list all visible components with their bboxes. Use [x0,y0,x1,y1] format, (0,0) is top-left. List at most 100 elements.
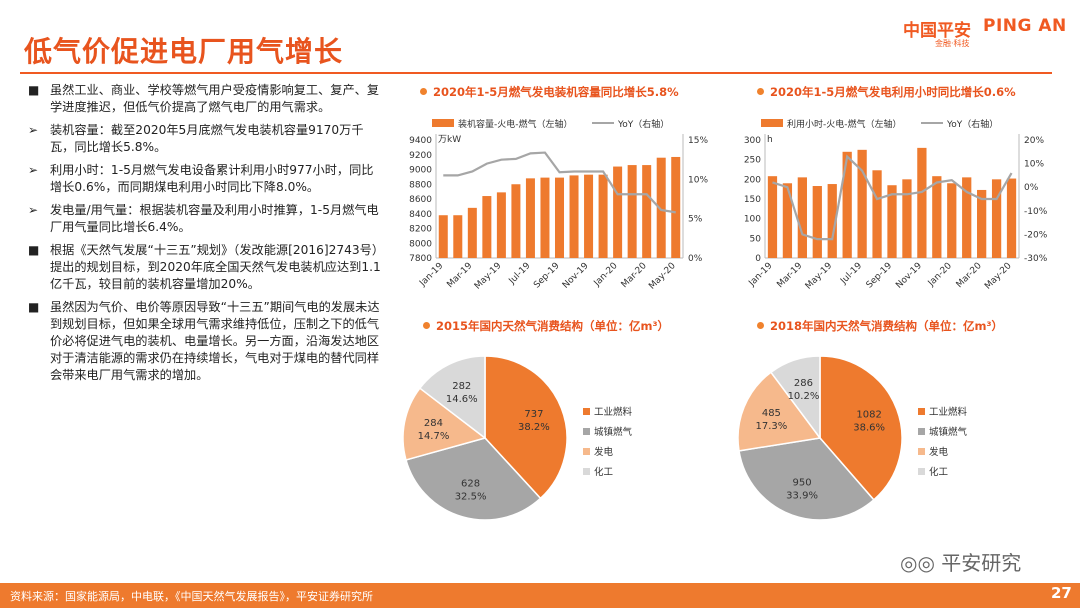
legend-label: 城镇燃气 [929,426,968,438]
bullet-text: 根据《天然气发展“十三五”规划》（发改能源[2016]2743号）提出的规划目标… [50,243,385,291]
pie-slice [402,387,487,461]
slice-value-label: 737 [524,409,543,420]
legend-swatch [583,408,590,415]
source-note: 资料来源：国家能源局，中电联，《中国天然气发展报告》，平安证券研究所 [10,590,373,603]
bullet-item: ■ 虽然工业、商业、学校等燃气用户受疫情影响复工、复产、复学进度推迟，但低气价提高… [24,82,384,116]
logo-en: PING AN [983,16,1067,36]
pie-slice [769,355,821,441]
legend-swatch [918,448,925,455]
x-tick-label: Nov-19 [894,261,924,291]
bar [767,176,778,258]
chart3-title: 2015年国内天然气消费结构（单位：亿m³） [423,318,669,334]
bullet-item: ■ 虽然因为气价、电价等原因导致“十三五”期间气电的发展未达到规划目标，但如果全球… [24,299,384,384]
y2-tick-label: 0% [688,254,703,264]
y2-tick-label: 0% [1024,183,1039,193]
bar [656,157,666,258]
unit-label: 万kW [438,135,461,145]
x-tick-label: May-20 [983,261,1014,292]
legend-swatch [918,468,925,475]
y-tick-label: 8200 [409,225,432,235]
bar [438,215,448,258]
chart4-title: 2018年国内天然气消费结构（单位：亿m³） [757,318,1003,334]
bar [827,184,837,258]
pie-slice [819,355,903,501]
bar [467,207,477,258]
legend-bar-label: 装机容量-火电-燃气（左轴） [458,118,573,130]
page-title: 低气价促进电厂用气增长 [24,35,344,68]
pie-2018-chart: 1082 38.6% 950 33.9% 485 17.3% 286 10.2% 工业燃料城镇燃… [737,355,968,521]
bar [812,186,822,258]
y-tick-label: 8600 [409,195,432,205]
pie-slice [484,355,568,500]
bullet-item: ■ 根据《天然气发展“十三五”规划》（发改能源[2016]2743号）提出的规划目… [24,242,384,293]
bullet-mark: ➢ [28,163,39,177]
x-tick-label: Jul-19 [507,261,533,287]
y2-tick-label: -10% [1024,207,1048,217]
bullet-text: 利用小时：1-5月燃气发电设备累计利用小时977小时，同比增长0.6%，而同期煤… [50,163,374,194]
x-tick-label: Sep-19 [865,261,895,291]
y-tick-label: 9000 [409,166,432,176]
slice-value-label: 1082 [856,410,881,421]
legend-bar-swatch [761,119,783,127]
legend-line-label: YoY（右轴） [946,118,998,130]
legend-bar-label: 利用小时-火电-燃气（左轴） [787,118,902,130]
x-tick-label: Mar-20 [620,261,649,290]
slice-pct-label: 17.3% [755,421,787,432]
chart2-title: 2020年1-5月燃气发电利用小时同比增长0.6% [757,84,1016,100]
pie-slice [418,355,486,440]
legend-line-label: YoY（右轴） [617,118,669,130]
watermark-text: 平安研究 [941,551,1022,575]
legend-swatch [583,468,590,475]
yoy-line [772,154,1013,241]
bullet-text: 发电量/用气量：根据装机容量及利用小时推算，1-5月燃气电厂用气量同比增长6.4… [50,203,379,234]
x-tick-label: May-19 [804,261,835,292]
x-tick-label: Jan-19 [417,261,445,289]
slice-value-label: 284 [424,418,443,429]
legend-label: 工业燃料 [594,406,633,418]
y-tick-label: 8000 [409,239,432,249]
bar [857,149,867,258]
x-tick-label: Jan-20 [926,261,954,289]
hours-chart: 利用小时-火电-燃气（左轴） YoY（右轴） h 0 50 100 150 200 250 300… [744,118,1048,292]
bullet-text: 装机容量：截至2020年5月底燃气发电装机容量9170万千瓦，同比增长5.8%。 [50,123,364,154]
footer-bar [0,583,1080,608]
slice-value-label: 286 [794,378,813,389]
capacity-chart: 装机容量-火电-燃气（左轴） YoY（右轴） 万kW 7800 8000 8200 8400… [409,118,708,292]
bar [917,147,927,258]
logo-cn: 中国平安 [903,21,971,41]
bar [947,183,957,258]
legend-swatch [583,428,590,435]
page-number: 27 [1051,584,1072,602]
y-tick-label: 50 [750,234,762,244]
x-tick-label: Nov-19 [561,261,591,291]
bullet-item: ➢ 利用小时：1-5月燃气发电设备累计利用小时977小时，同比增长0.6%，而同期… [24,162,384,196]
bullet-mark: ➢ [28,123,39,137]
bar [642,165,652,258]
y-tick-label: 9400 [409,136,432,146]
header-divider [20,72,1052,74]
bullet-mark: ■ [28,243,40,257]
y-tick-label: 8800 [409,180,432,190]
x-tick-label: Jan-20 [592,261,620,289]
y2-tick-label: 20% [1024,136,1044,146]
slice-value-label: 628 [461,478,480,489]
title-dot-icon [757,88,764,95]
legend-swatch [918,428,925,435]
bar [627,165,637,258]
slice-pct-label: 14.7% [418,431,450,442]
bullet-mark: ■ [28,300,40,314]
wechat-icon: ◎◎ [900,551,935,575]
bar [991,179,1002,258]
bar [671,156,681,258]
legend-bar-swatch [432,119,454,127]
slice-value-label: 282 [452,381,471,392]
bar [932,176,942,258]
chart1-title: 2020年1-5月燃气发电装机容量同比增长5.8% [420,84,679,100]
bar [584,174,594,258]
bullet-list: ■ 虽然工业、商业、学校等燃气用户受疫情影响复工、复产、复学进度推迟，但低气价提高… [24,82,384,390]
legend-label: 化工 [594,466,614,478]
y2-tick-label: 10% [1024,160,1044,170]
y2-tick-label: -20% [1024,230,1048,240]
slice-pct-label: 33.9% [786,490,818,501]
watermark: ◎◎ 平安研究 [900,547,1021,576]
